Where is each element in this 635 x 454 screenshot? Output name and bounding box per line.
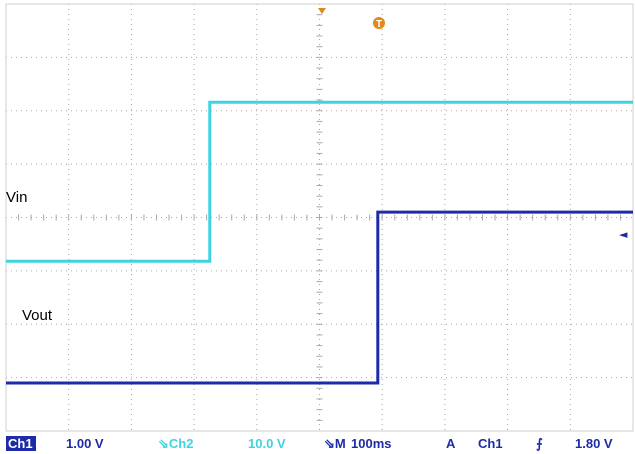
- timebase-prefix: ⇘M: [324, 436, 346, 451]
- vout-label: Vout: [22, 307, 53, 324]
- trigger-position-marker-icon: [318, 8, 326, 14]
- trigger-level-value: 1.80 V: [575, 436, 613, 451]
- trigger-time-marker-icon: [373, 17, 385, 29]
- ch2-marker: ⇘Ch2: [158, 436, 193, 451]
- ch1-scale: 1.00 V: [66, 436, 104, 451]
- grid: [5, 3, 634, 432]
- plot-frame: [5, 3, 634, 432]
- ch1-badge: Ch1: [8, 436, 33, 451]
- trigger-source: Ch1: [478, 436, 503, 451]
- ch1-badge-bg: [6, 436, 36, 451]
- trigger-mode: A: [446, 436, 456, 451]
- trigger-level-marker-icon: ◄: [619, 228, 628, 241]
- traces: [6, 100, 633, 385]
- status-bar: Ch1 1.00 V ⇘Ch2 10.0 V ⇘M 100ms A Ch1 ⨍ …: [6, 436, 613, 452]
- trigger-slope-icon: ⨍: [536, 436, 543, 452]
- vin-label: Vin: [6, 189, 27, 206]
- ch2-scale: 10.0 V: [248, 436, 286, 451]
- trigger-time-marker-text: T: [376, 19, 382, 30]
- timebase-value: 100ms: [351, 436, 391, 451]
